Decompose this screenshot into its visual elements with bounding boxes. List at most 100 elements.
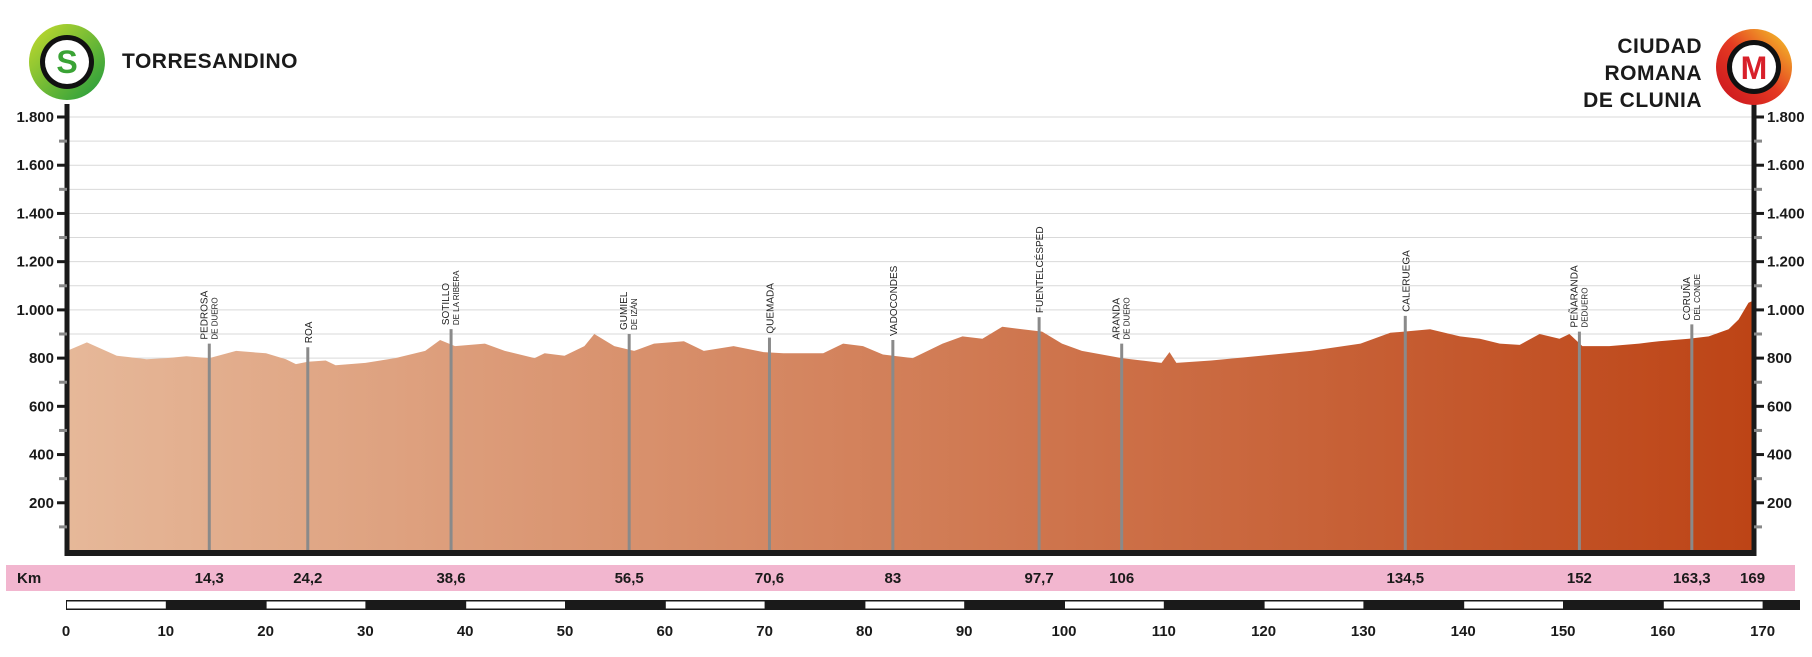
y-tick-label-right: 800: [1767, 350, 1792, 367]
y-tick-label-left: 1.600: [16, 157, 54, 174]
y-tick-label-right: 1.800: [1767, 109, 1805, 126]
scale-segment-white: [67, 601, 166, 609]
finish-title-line-2: ROMANA: [1605, 62, 1703, 85]
scale-tick-label: 130: [1351, 623, 1376, 640]
km-label: 38,6: [436, 570, 465, 587]
elevation-area: [67, 300, 1754, 551]
waypoint-name: FUENTELCÉSPED: [1033, 226, 1046, 313]
scale-segment-white: [466, 601, 565, 609]
waypoint-name: CORUÑA: [1680, 277, 1693, 321]
waypoint-subname: DEL CONDE: [1693, 274, 1702, 320]
y-tick-label-right: 400: [1767, 447, 1792, 464]
waypoint-label: ROA: [304, 321, 315, 343]
waypoint-name: VADOCONDES: [889, 265, 900, 336]
waypoint-label: CALERUEGA: [1401, 250, 1412, 312]
waypoint-subname: DEDUERO: [1580, 288, 1589, 328]
y-tick-label-right: 1.600: [1767, 157, 1805, 174]
waypoint-label: GUMIEL DE IZÁN: [619, 291, 639, 330]
y-tick-label-left: 400: [29, 447, 54, 464]
km-label-finish: 169: [1740, 570, 1765, 587]
waypoint-label: QUEMADA: [765, 283, 776, 334]
y-tick-label-left: 800: [29, 350, 54, 367]
distance-scale-bar: 0 10 20 30 40 50 60 70 80 90 100 110 120 130 140 150 160…: [62, 600, 1800, 640]
km-labels: 14,3 24,2 38,6 56,5 70,6 83 97,7 106 134,5 152 163…: [195, 570, 1765, 587]
waypoint-subname: DE LA RIBERA: [452, 270, 461, 325]
waypoint-subname: DE IZÁN: [630, 298, 639, 330]
y-tick-label-left: 1.800: [16, 109, 54, 126]
waypoint-name: QUEMADA: [765, 283, 776, 334]
waypoint-name: PEDROSA: [199, 290, 210, 339]
km-label: 83: [885, 570, 902, 587]
km-label: 97,7: [1025, 570, 1054, 587]
y-tick-label-right: 600: [1767, 398, 1792, 415]
y-tick-label-left: 1.200: [16, 254, 54, 271]
waypoint-label: FUENTELCÉSPED: [1033, 226, 1046, 313]
waypoint-label: VADOCONDES: [889, 265, 900, 336]
scale-tick-label: 60: [656, 623, 673, 640]
y-tick-label-right: 200: [1767, 495, 1792, 512]
finish-title-line-3: DE CLUNIA: [1583, 89, 1702, 112]
scale-tick-label: 20: [257, 623, 274, 640]
y-tick-label-left: 200: [29, 495, 54, 512]
waypoint-name: SOTILLO: [441, 283, 452, 325]
start-badge-letter: S: [56, 44, 77, 80]
waypoint-label: CORUÑA DEL CONDE: [1680, 274, 1702, 320]
km-label: 152: [1567, 570, 1592, 587]
y-tick-label-left: 1.000: [16, 302, 54, 319]
finish-badge-letter: M: [1741, 50, 1768, 86]
km-label: 24,2: [293, 570, 322, 587]
y-tick-label-left: 600: [29, 398, 54, 415]
scale-tick-label: 120: [1251, 623, 1276, 640]
km-label: 106: [1109, 570, 1134, 587]
km-band: [6, 565, 1795, 591]
scale-tick-label: 0: [62, 623, 70, 640]
scale-tick-label: 70: [756, 623, 773, 640]
km-label: 56,5: [615, 570, 644, 587]
scale-segment-white: [665, 601, 765, 609]
finish-badge: M: [1716, 29, 1792, 105]
scale-segment-white: [1663, 601, 1763, 609]
scale-tick-label: 10: [157, 623, 174, 640]
waypoint-label: ARANDA DE DUERO: [1112, 297, 1132, 339]
scale-tick-label: 150: [1550, 623, 1575, 640]
waypoint-label: SOTILLO DE LA RIBERA: [441, 270, 461, 325]
y-tick-label-left: 1.400: [16, 205, 54, 222]
km-band-label: Km: [17, 570, 41, 587]
axes: 200 200 400 400 600 600 800 800 1.000 1.000 1.200 1…: [16, 104, 1805, 556]
km-label: 14,3: [195, 570, 224, 587]
waypoint-subname: DE DUERO: [1123, 297, 1132, 339]
scale-tick-label: 160: [1650, 623, 1675, 640]
km-label: 70,6: [755, 570, 784, 587]
y-tick-label-right: 1.000: [1767, 302, 1805, 319]
waypoint-name: ROA: [304, 321, 315, 343]
waypoint-name: ARANDA: [1112, 298, 1123, 340]
km-label: 134,5: [1387, 570, 1425, 587]
scale-segment-white: [1264, 601, 1364, 609]
scale-tick-label: 50: [557, 623, 574, 640]
waypoint-name: GUMIEL: [619, 291, 630, 330]
scale-segment-white: [266, 601, 366, 609]
y-tick-label-right: 1.400: [1767, 205, 1805, 222]
scale-segment-white: [865, 601, 965, 609]
scale-tick-label: 90: [956, 623, 973, 640]
waypoint-name: CALERUEGA: [1401, 250, 1412, 312]
waypoint-label: PEÑARANDA DEDUERO: [1567, 265, 1589, 328]
scale-segment-white: [1464, 601, 1563, 609]
scale-tick-label: 30: [357, 623, 374, 640]
waypoint-name: PEÑARANDA: [1567, 265, 1580, 328]
scale-tick-label: 140: [1451, 623, 1476, 640]
scale-tick-label: 170: [1750, 623, 1775, 640]
scale-tick-label: 100: [1051, 623, 1076, 640]
waypoint-subname: DE DUERO: [210, 297, 219, 339]
finish-title-line-1: CIUDAD: [1617, 35, 1702, 58]
km-label: 163,3: [1673, 570, 1711, 587]
start-title: TORRESANDINO: [122, 50, 298, 73]
start-badge: S: [29, 24, 105, 100]
scale-tick-label: 80: [856, 623, 873, 640]
waypoint-label: PEDROSA DE DUERO: [199, 290, 219, 339]
y-tick-label-right: 1.200: [1767, 254, 1805, 271]
scale-tick-label: 40: [457, 623, 474, 640]
